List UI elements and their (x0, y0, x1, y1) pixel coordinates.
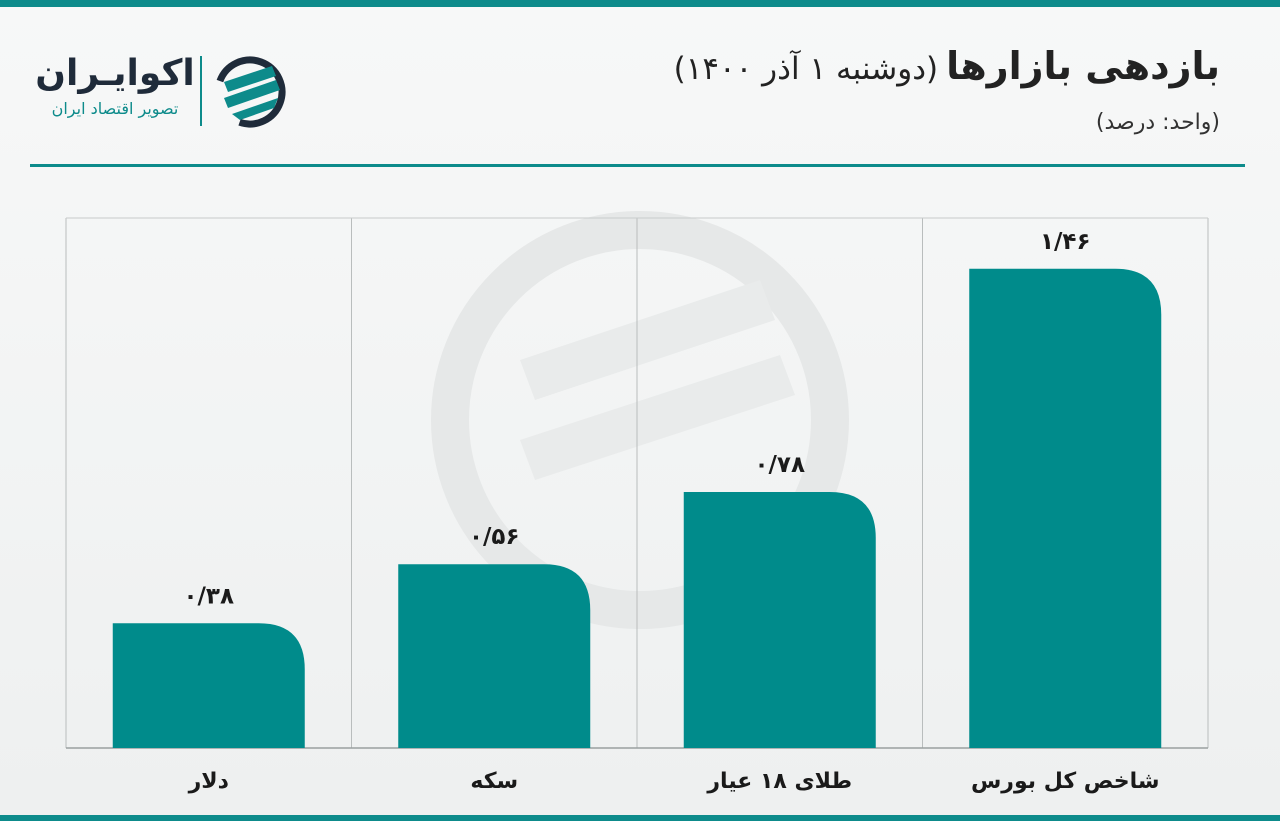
category-label: طلای ۱۸ عیار (706, 769, 852, 794)
category-label: سکه (470, 769, 518, 794)
watermark-stripe (520, 355, 795, 480)
bar (112, 623, 305, 748)
title-text: بازدهی بازارها (946, 44, 1220, 88)
logo-divider (200, 56, 202, 126)
chart-labels: ۱/۴۶ شاخص کل بورس ۰/۷۸ طلای ۱۸ عیار ۰/۵۶ سکه ۰… (183, 229, 1159, 794)
category-label: شاخص کل بورس (971, 769, 1160, 794)
logo-mark-icon (214, 56, 286, 128)
unit-label: (واحد: درصد) (1095, 110, 1220, 135)
header-divider (30, 164, 1245, 167)
bar (398, 564, 591, 748)
bar-value-label: ۰/۳۸ (183, 583, 234, 609)
top-accent-strip (0, 0, 1280, 7)
watermark-ring (431, 211, 849, 629)
bar-value-label: ۱/۴۶ (1040, 229, 1091, 255)
bar (969, 268, 1162, 748)
logo: اکوایـران تصویر اقتصاد ایران (30, 55, 200, 118)
logo-tagline: تصویر اقتصاد ایران (51, 98, 179, 118)
category-label: دلار (188, 769, 229, 794)
bar-value-label: ۰/۷۸ (754, 452, 805, 478)
bar-value-label: ۰/۵۶ (469, 524, 520, 550)
watermark-stripe (520, 280, 775, 400)
page-title: بازدهی بازارها(دوشنبه ۱ آذر ۱۴۰۰) (674, 44, 1220, 88)
logo-name: اکوایـران (35, 53, 195, 94)
bar (683, 491, 876, 748)
chart-bars (112, 268, 1162, 748)
bottom-accent-strip (0, 815, 1280, 821)
title-date: (دوشنبه ۱ آذر ۱۴۰۰) (673, 51, 939, 87)
watermark-logo-icon (431, 211, 849, 629)
